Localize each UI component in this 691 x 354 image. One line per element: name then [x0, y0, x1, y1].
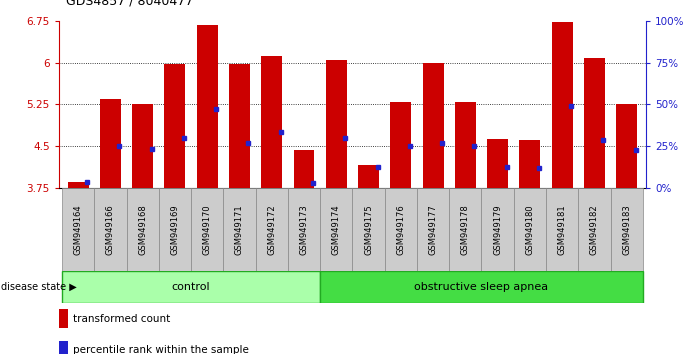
Bar	[288, 188, 320, 271]
Bar	[487, 139, 508, 188]
Bar	[59, 309, 68, 328]
Text: GSM949183: GSM949183	[622, 204, 631, 255]
Text: GSM949174: GSM949174	[332, 204, 341, 255]
Bar	[578, 188, 611, 271]
Text: GSM949173: GSM949173	[299, 204, 308, 255]
Bar	[352, 188, 385, 271]
Bar	[261, 56, 282, 188]
Text: disease state ▶: disease state ▶	[1, 282, 77, 292]
Text: GSM949169: GSM949169	[171, 204, 180, 255]
Bar	[611, 188, 643, 271]
Bar	[62, 271, 320, 303]
Bar	[59, 341, 68, 354]
Bar	[325, 60, 347, 188]
Bar	[551, 22, 573, 188]
Text: percentile rank within the sample: percentile rank within the sample	[73, 346, 249, 354]
Bar	[94, 188, 126, 271]
Bar	[423, 63, 444, 188]
Bar	[417, 188, 449, 271]
Bar	[132, 104, 153, 188]
Text: GSM949171: GSM949171	[235, 204, 244, 255]
Text: GSM949175: GSM949175	[364, 204, 373, 255]
Text: transformed count: transformed count	[73, 314, 170, 324]
Text: GSM949172: GSM949172	[267, 204, 276, 255]
Text: GSM949180: GSM949180	[525, 204, 534, 255]
Bar	[449, 188, 482, 271]
Text: GSM949164: GSM949164	[74, 204, 83, 255]
Bar	[358, 165, 379, 188]
Bar	[616, 104, 637, 188]
Text: GSM949168: GSM949168	[138, 204, 147, 255]
Bar	[320, 271, 643, 303]
Bar	[126, 188, 159, 271]
Bar	[385, 188, 417, 271]
Bar	[256, 188, 288, 271]
Bar	[390, 102, 411, 188]
Bar	[100, 99, 121, 188]
Bar	[455, 102, 476, 188]
Text: GSM949166: GSM949166	[106, 204, 115, 255]
Bar	[223, 188, 256, 271]
Bar	[191, 188, 223, 271]
Text: GSM949178: GSM949178	[461, 204, 470, 255]
Bar	[68, 182, 88, 188]
Bar	[62, 188, 94, 271]
Bar	[320, 188, 352, 271]
Bar	[482, 188, 514, 271]
Text: control: control	[172, 282, 210, 292]
Text: GSM949176: GSM949176	[397, 204, 406, 255]
Text: GDS4857 / 8040477: GDS4857 / 8040477	[66, 0, 193, 7]
Text: GSM949179: GSM949179	[493, 204, 502, 255]
Bar	[546, 188, 578, 271]
Bar	[197, 25, 218, 188]
Bar	[584, 58, 605, 188]
Bar	[520, 141, 540, 188]
Text: GSM949170: GSM949170	[202, 204, 211, 255]
Text: GSM949182: GSM949182	[590, 204, 599, 255]
Text: obstructive sleep apnea: obstructive sleep apnea	[415, 282, 549, 292]
Bar	[164, 64, 185, 188]
Bar	[294, 150, 314, 188]
Text: GSM949181: GSM949181	[558, 204, 567, 255]
Bar	[159, 188, 191, 271]
Bar	[229, 64, 250, 188]
Bar	[514, 188, 546, 271]
Text: GSM949177: GSM949177	[428, 204, 437, 255]
